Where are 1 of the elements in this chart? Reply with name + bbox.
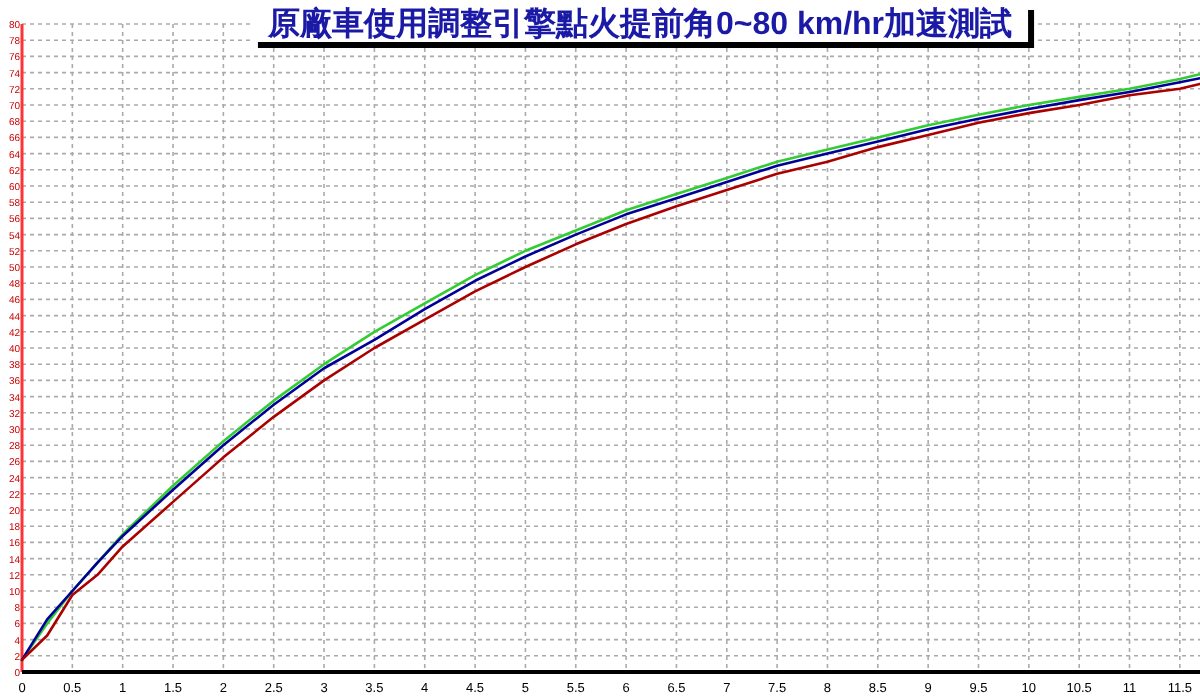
chart-title: 原廠車使用調整引擎點火提前角0~80 km/hr加速測試: [265, 6, 1013, 42]
